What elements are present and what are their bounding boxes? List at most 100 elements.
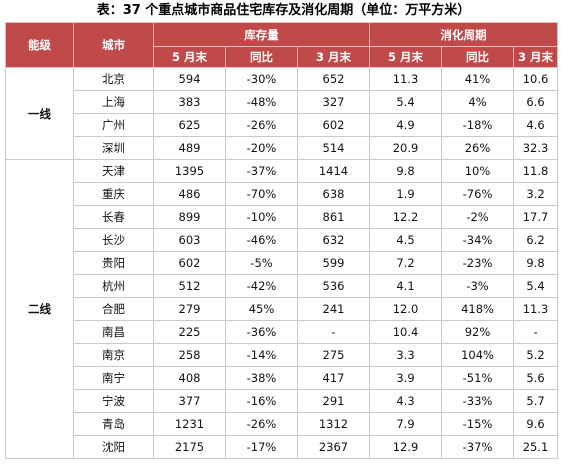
dig-mar-cell: 32.3 [513,136,559,160]
dig-yoy-cell: -23% [441,251,515,275]
dig-yoy-cell: 104% [441,343,515,367]
city-cell: 合肥 [73,297,154,321]
dig-yoy-cell: 26% [441,136,515,160]
city-cell: 南京 [73,343,154,367]
dig-may-cell: 7.9 [369,412,443,436]
inv-yoy-cell: -16% [225,389,298,413]
inv-mar-cell: 1312 [296,412,371,436]
dig-yoy-cell: -33% [441,389,515,413]
dig-mar-cell: 4.6 [513,113,559,137]
inv-may-cell: 486 [153,182,226,206]
dig-mar-cell: - [513,320,559,344]
inv-yoy-cell: -46% [225,228,298,252]
inv-mar-cell: 241 [296,297,371,321]
dig-mar-cell: 17.7 [513,205,559,229]
inv-may-cell: 603 [153,228,226,252]
dig-mar-cell: 5.2 [513,343,559,367]
table-body: 一线 北京 594 -30% 652 11.3 41% 10.6 上海 383 -48% 327 5.4… [5,67,559,459]
city-cell: 南宁 [73,366,154,390]
dig-mar-cell: 9.8 [513,251,559,275]
city-cell: 广州 [73,113,154,137]
tier-cell: 一线 [5,67,74,160]
inv-yoy-cell: -5% [225,251,298,275]
inv-mar-cell: 2367 [296,435,371,459]
table-row: 南昌 225 -36% -10.4 92% - [6,320,559,344]
inv-mar-cell: 327 [296,90,371,114]
table-row: 长春 899 -10% 861 12.2 -2% 17.7 [6,205,559,229]
dig-mar-cell: 11.3 [513,297,559,321]
dig-yoy-cell: -51% [441,366,515,390]
header-inv-may: 5 月末 [153,46,226,68]
dig-may-cell: 9.8 [369,159,443,183]
dig-mar-cell: 5.7 [513,389,559,413]
inv-yoy-cell: -26% [225,113,298,137]
dig-yoy-cell: -15% [441,412,515,436]
inv-may-cell: 602 [153,251,226,275]
dig-mar-cell: 5.6 [513,366,559,390]
dig-yoy-cell: 41% [441,67,515,91]
table-row: 二线 天津 1395 -37% 1414 9.8 10% 11.8 [5,159,559,459]
table-row: 贵阳 602 -5% 599 7.2 -23% 9.8 [6,251,559,275]
dig-yoy-cell: 4% [441,90,515,114]
inv-yoy-cell: -38% [225,366,298,390]
dig-yoy-cell: 10% [441,159,515,183]
city-cell: 贵阳 [73,251,154,275]
dig-may-cell: 4.9 [369,113,443,137]
dig-yoy-cell: 92% [441,320,515,344]
dig-mar-cell: 11.8 [513,159,559,183]
city-cell: 南昌 [73,320,154,344]
inv-mar-cell: 638 [296,182,371,206]
inv-mar-cell: - [296,320,371,344]
city-cell: 宁波 [73,389,154,413]
dig-may-cell: 7.2 [369,251,443,275]
table-row: 长沙 603 -46% 632 4.5 -34% 6.2 [6,228,559,252]
inv-may-cell: 594 [153,67,226,91]
inv-mar-cell: 652 [296,67,371,91]
table-row: 杭州 512 -42% 536 4.1 -3% 5.4 [6,274,559,298]
table-row: 重庆 486 -70% 638 1.9 -76% 3.2 [6,182,559,206]
dig-yoy-cell: -34% [441,228,515,252]
dig-yoy-cell: -3% [441,274,515,298]
inv-may-cell: 899 [153,205,226,229]
header-inventory: 库存量 [152,22,371,47]
city-cell: 青岛 [73,412,154,436]
inv-mar-cell: 632 [296,228,371,252]
inv-may-cell: 377 [153,389,226,413]
city-cell: 天津 [73,159,154,183]
city-cell: 上海 [73,90,154,114]
header-inv-mar: 3 月末 [296,46,371,68]
dig-may-cell: 20.9 [369,136,443,160]
header-tier: 能级 [5,22,74,68]
dig-may-cell: 12.9 [369,435,443,459]
city-cell: 重庆 [73,182,154,206]
inv-yoy-cell: 45% [225,297,298,321]
dig-mar-cell: 5.4 [513,274,559,298]
header-city: 城市 [73,22,154,68]
inv-yoy-cell: -17% [225,435,298,459]
table-row: 沈阳 2175 -17% 2367 12.9 -37% 25.1 [6,435,559,459]
city-cell: 杭州 [73,274,154,298]
dig-may-cell: 10.4 [369,320,443,344]
inv-yoy-cell: -26% [225,412,298,436]
dig-yoy-cell: 418% [441,297,515,321]
inv-yoy-cell: -70% [225,182,298,206]
inv-mar-cell: 599 [296,251,371,275]
dig-yoy-cell: -18% [441,113,515,137]
dig-may-cell: 11.3 [369,67,443,91]
inv-may-cell: 1395 [153,159,226,183]
dig-may-cell: 12.0 [369,297,443,321]
inv-mar-cell: 291 [296,389,371,413]
inv-mar-cell: 602 [296,113,371,137]
header-digest-cycle: 消化周期 [369,22,559,47]
city-cell: 沈阳 [73,435,154,459]
dig-mar-cell: 10.6 [513,67,559,91]
inv-may-cell: 1231 [153,412,226,436]
inv-yoy-cell: -36% [225,320,298,344]
table-row: 深圳 489 -20% 514 20.9 26% 32.3 [6,136,559,160]
inv-mar-cell: 861 [296,205,371,229]
dig-mar-cell: 6.2 [513,228,559,252]
city-cell: 长沙 [73,228,154,252]
dig-mar-cell: 25.1 [513,435,559,459]
tier-cell: 二线 [5,159,74,459]
dig-may-cell: 4.5 [369,228,443,252]
